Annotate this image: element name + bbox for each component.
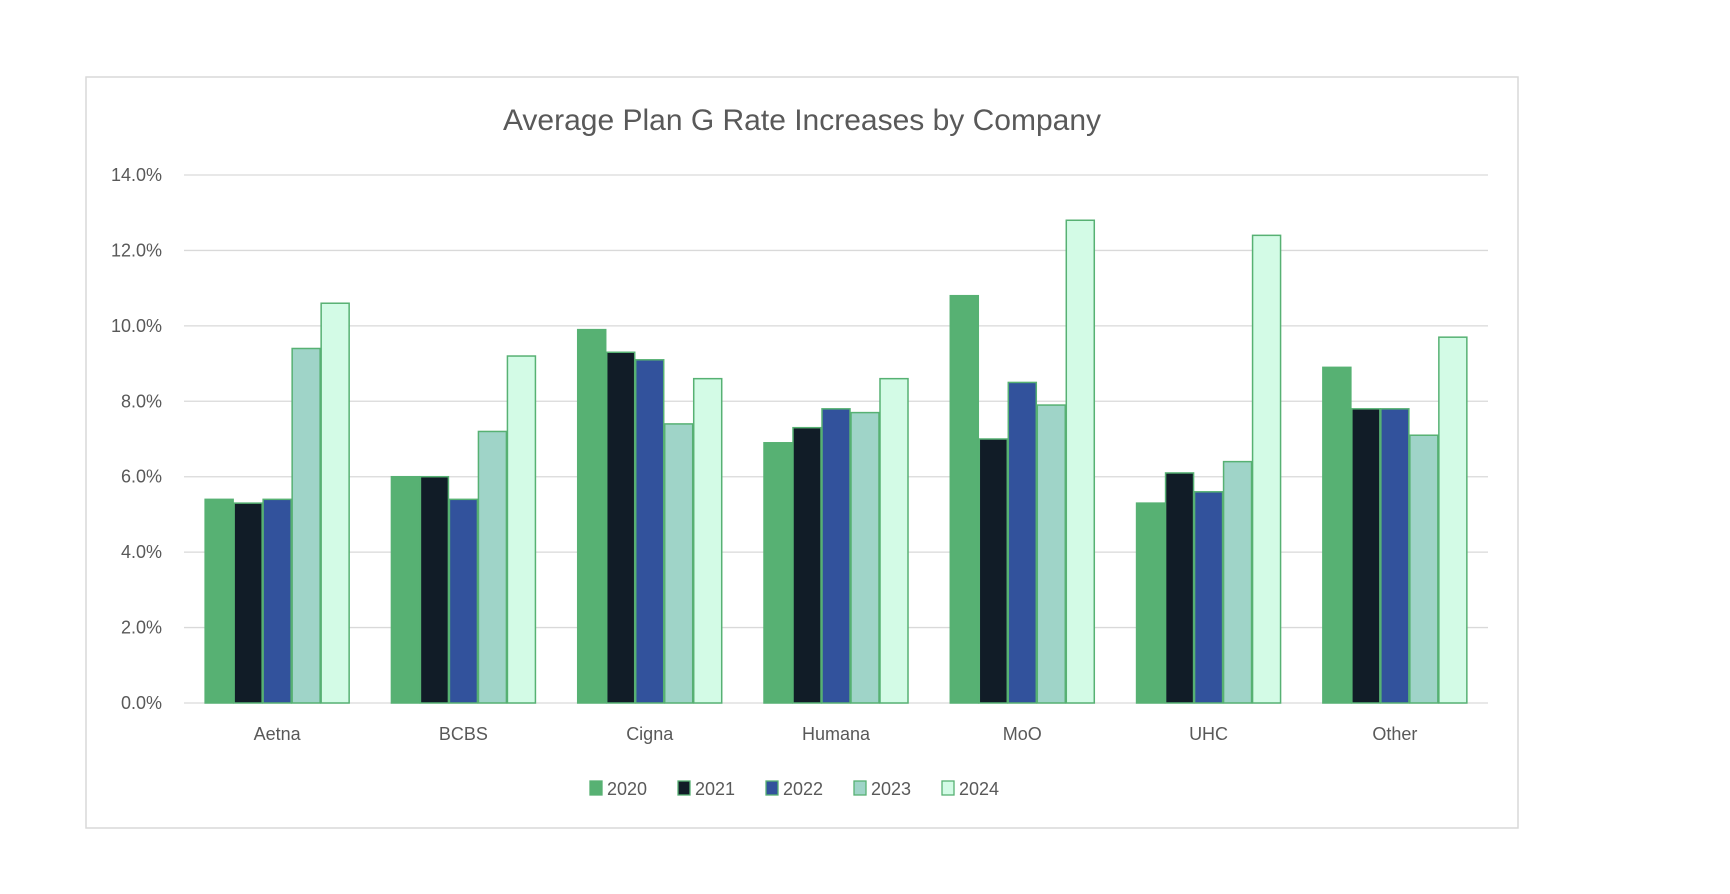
- legend-item-2020: 2020: [589, 779, 647, 799]
- legend-swatch: [765, 780, 779, 796]
- y-tick-label: 14.0%: [111, 165, 162, 185]
- bar-2020-moo: [949, 294, 980, 704]
- x-tick-label: Aetna: [254, 724, 302, 744]
- bar-2021-other: [1351, 408, 1381, 704]
- bar-2022-other: [1380, 408, 1410, 704]
- bar-2024-moo: [1065, 219, 1096, 704]
- legend-item-2023: 2023: [853, 779, 911, 799]
- bar-2023-cigna: [663, 423, 694, 704]
- bar-2020-uhc: [1135, 502, 1166, 704]
- legend-label: 2021: [695, 779, 735, 799]
- legend-label: 2023: [871, 779, 911, 799]
- legend-swatch: [853, 780, 867, 796]
- bar-2021-bcbs: [419, 475, 450, 704]
- bar-2022-humana: [821, 408, 851, 704]
- bar-2023-other: [1409, 434, 1439, 704]
- legend-label: 2022: [783, 779, 823, 799]
- legend-item-2022: 2022: [765, 779, 823, 799]
- x-tick-label: MoO: [1003, 724, 1042, 744]
- bar-2021-aetna: [233, 502, 263, 704]
- x-tick-label: Other: [1372, 724, 1417, 744]
- bar-2023-humana: [850, 411, 880, 704]
- legend-item-2021: 2021: [677, 779, 735, 799]
- legend-label: 2024: [959, 779, 999, 799]
- bar-2021-humana: [792, 426, 822, 704]
- bar-2020-other: [1322, 366, 1352, 704]
- x-tick-label: BCBS: [439, 724, 488, 744]
- bar-2024-aetna: [320, 302, 350, 704]
- bar-2020-humana: [763, 442, 793, 704]
- bar-2020-aetna: [204, 498, 234, 704]
- y-tick-label: 8.0%: [121, 391, 162, 411]
- legend-swatch: [589, 780, 603, 796]
- bar-2022-uhc: [1193, 491, 1224, 704]
- bar-2022-aetna: [262, 498, 292, 704]
- y-tick-label: 10.0%: [111, 316, 162, 336]
- x-tick-label: Cigna: [626, 724, 674, 744]
- y-tick-label: 6.0%: [121, 467, 162, 487]
- y-axis-ticks: 0.0% 2.0% 4.0% 6.0% 8.0% 10.0% 12.0% 14.0%: [111, 165, 162, 713]
- x-tick-label: Humana: [802, 724, 871, 744]
- bar-2021-moo: [978, 438, 1009, 704]
- bar-2022-cigna: [634, 359, 665, 704]
- legend-item-2024: 2024: [941, 779, 999, 799]
- chart-title: Average Plan G Rate Increases by Company: [503, 104, 1101, 137]
- bar-2021-uhc: [1164, 472, 1195, 704]
- bars: [204, 219, 1468, 704]
- bar-2024-humana: [879, 377, 909, 704]
- bar-2020-bcbs: [390, 475, 421, 704]
- y-tick-label: 2.0%: [121, 618, 162, 638]
- bar-2023-aetna: [291, 347, 321, 704]
- bar-2022-moo: [1007, 381, 1038, 704]
- x-axis-ticks: Aetna BCBS Cigna Humana MoO UHC Other: [254, 724, 1418, 744]
- bar-2020-cigna: [576, 328, 607, 704]
- legend: 2020 2021 2022 2023 2024: [589, 779, 999, 799]
- bar-2024-bcbs: [506, 355, 537, 704]
- bar-2021-cigna: [605, 351, 636, 704]
- bar-2024-other: [1438, 336, 1468, 704]
- legend-label: 2020: [607, 779, 647, 799]
- bar-2023-uhc: [1222, 460, 1253, 704]
- y-tick-label: 12.0%: [111, 240, 162, 260]
- x-tick-label: UHC: [1189, 724, 1228, 744]
- y-tick-label: 0.0%: [121, 693, 162, 713]
- legend-swatch: [941, 780, 955, 796]
- y-tick-label: 4.0%: [121, 542, 162, 562]
- bar-2022-bcbs: [448, 498, 479, 704]
- bar-2023-bcbs: [477, 430, 508, 704]
- bar-2024-cigna: [692, 377, 723, 704]
- bar-2023-moo: [1036, 404, 1067, 704]
- bar-2024-uhc: [1251, 234, 1282, 704]
- legend-swatch: [677, 780, 691, 796]
